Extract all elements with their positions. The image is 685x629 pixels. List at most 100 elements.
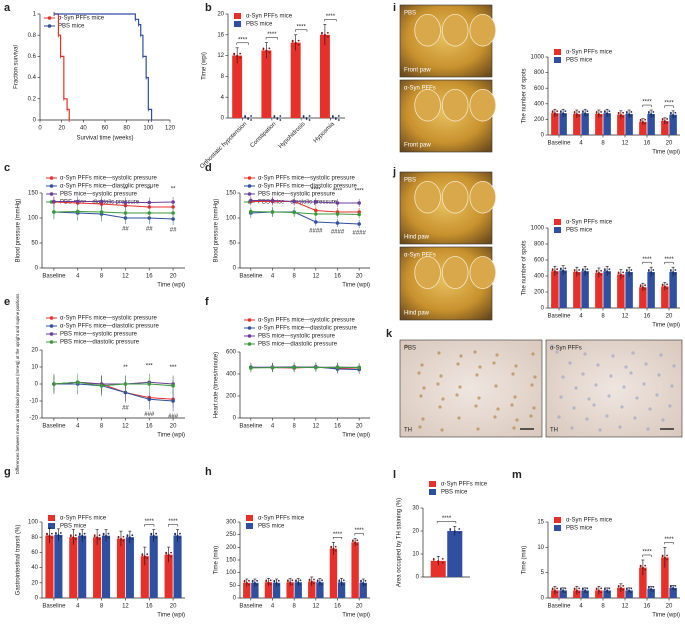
y-tick-label: 0.2 [28, 96, 37, 102]
data-dot [126, 535, 129, 538]
bar [669, 587, 677, 598]
data-dot [553, 271, 556, 274]
data-dot [608, 272, 611, 275]
x-tick-label: 4 [76, 604, 80, 610]
y-tick-label: 1000 [531, 55, 545, 61]
data-dot [644, 288, 647, 291]
cell [496, 407, 500, 411]
legend-swatch [554, 57, 561, 63]
cell [492, 361, 496, 365]
data-dot [268, 47, 271, 50]
significance: ** [123, 365, 128, 371]
x-axis-label: Time (wpi) [652, 613, 680, 619]
data-dot [318, 582, 321, 585]
y-tick-label: -10 [29, 399, 38, 405]
bar [149, 535, 158, 598]
x-tick-label: 8 [601, 141, 605, 147]
data-dot [250, 115, 252, 117]
x-axis-label: Time (wpi) [157, 613, 185, 619]
data-dot [672, 114, 675, 117]
marker [335, 212, 340, 216]
data-dot [652, 585, 655, 588]
data-dot [666, 554, 669, 557]
data-dot [666, 558, 669, 561]
y-tick-label: 12 [217, 53, 224, 59]
y-tick-label: 400 [534, 101, 545, 107]
bar [261, 50, 272, 118]
data-dot [575, 114, 578, 116]
legend-label: α-Syn PFFs mice [60, 516, 107, 522]
bar [617, 274, 625, 308]
x-tick-label: 20 [666, 604, 673, 610]
data-dot [364, 579, 367, 582]
data-dot [562, 590, 565, 593]
data-dot [606, 590, 609, 593]
data-dot [152, 535, 155, 538]
legend-marker [49, 192, 54, 196]
bar [647, 588, 655, 598]
photo-caption: Hind paw [404, 235, 430, 241]
pad [414, 88, 441, 122]
bar [551, 113, 559, 135]
data-dot [628, 114, 631, 116]
y-tick-label: 0.6 [28, 54, 37, 60]
data-dot [253, 582, 256, 585]
data-dot [239, 56, 242, 59]
data-dot [608, 268, 611, 271]
series-line [53, 383, 174, 402]
data-dot [247, 118, 249, 120]
bar [125, 537, 134, 598]
x-tick-label: 12 [312, 604, 319, 610]
y-tick-label: 1000 [531, 226, 545, 232]
data-dot [337, 119, 340, 121]
bar [54, 534, 63, 598]
bar [101, 535, 111, 598]
x-tick-label: 16 [644, 604, 651, 610]
data-dot [262, 48, 265, 51]
series-line [250, 211, 360, 215]
data-dot [641, 567, 644, 570]
cell [456, 362, 460, 366]
cell [475, 373, 479, 377]
data-dot [458, 532, 461, 534]
series-line [250, 200, 360, 204]
x-tick-label: 8 [292, 274, 296, 280]
y-tick-label: 0 [33, 118, 37, 124]
photo-label: α-Syn PFFs [404, 86, 436, 92]
data-dot [98, 538, 101, 541]
bar [308, 581, 316, 598]
x-tick-label: Hyposmia [313, 121, 337, 145]
data-dot [131, 538, 134, 541]
data-dot [57, 535, 60, 537]
significance: **** [664, 537, 674, 543]
data-dot [93, 535, 96, 538]
marker [75, 209, 80, 214]
data-dot [650, 114, 653, 116]
x-tick-label: 80 [123, 126, 130, 132]
marker [52, 210, 56, 214]
data-dot [581, 269, 584, 272]
data-dot [622, 588, 625, 591]
data-dot [600, 115, 603, 117]
legend-swatch [48, 523, 55, 529]
data-dot [644, 284, 647, 287]
cell [514, 364, 518, 368]
cell [474, 404, 478, 408]
data-dot [586, 591, 589, 594]
marker [270, 210, 275, 214]
data-dot [562, 270, 565, 273]
marker [314, 365, 318, 370]
significance: **** [642, 257, 652, 263]
marker [171, 383, 175, 388]
y-tick-label: 200 [534, 290, 545, 296]
significance: **** [267, 32, 277, 38]
data-dot [50, 536, 53, 539]
significance-bracket [642, 261, 652, 265]
bar [251, 582, 259, 598]
legend-swatch [234, 21, 241, 27]
marker [270, 365, 275, 370]
data-dot [586, 587, 589, 590]
x-tick-label: 40 [80, 126, 87, 132]
marker [123, 200, 128, 205]
significance-low: #### [352, 231, 366, 237]
